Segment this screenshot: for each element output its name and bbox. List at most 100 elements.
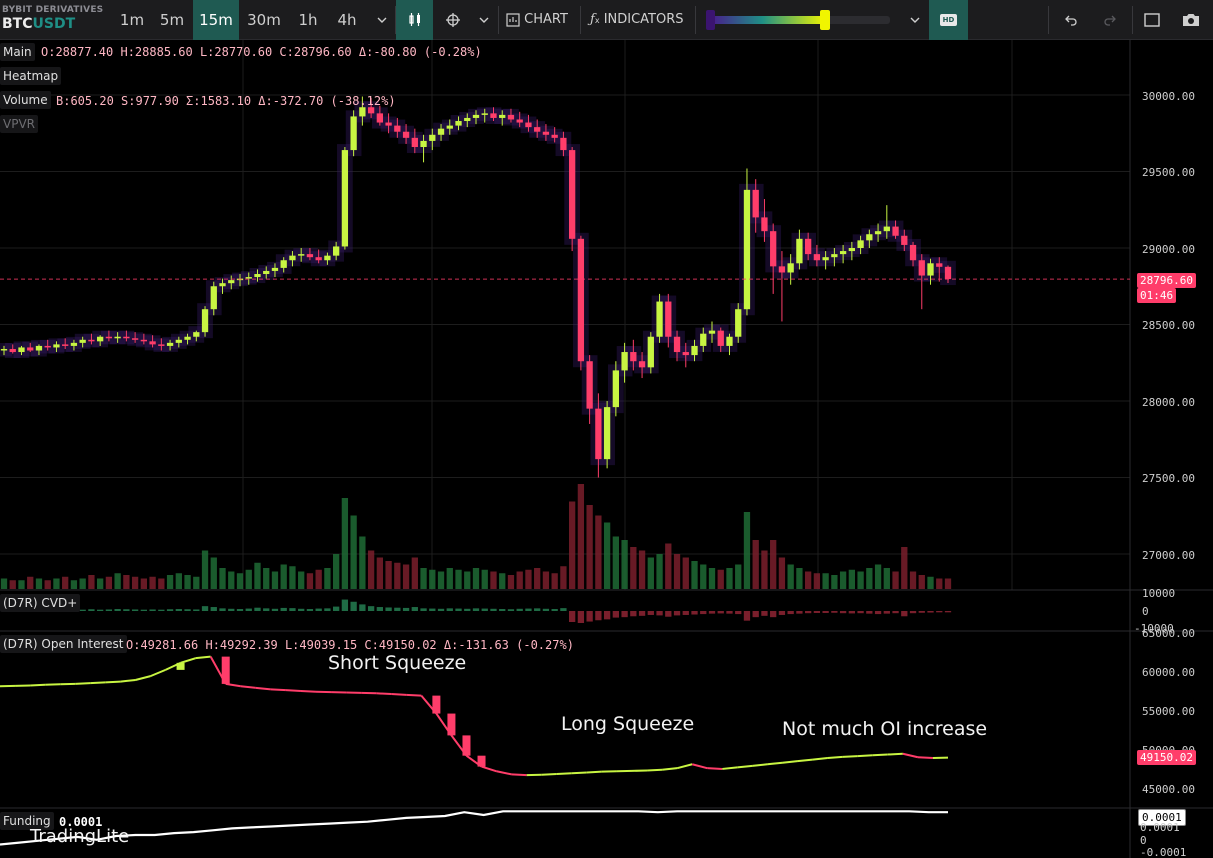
indicators-button[interactable]: ƒx INDICATORS: [590, 12, 684, 27]
timeframe-1h[interactable]: 1h: [298, 11, 318, 29]
candle-body: [245, 277, 252, 279]
top-toolbar: BYBIT DERIVATIVES BTCUSDT 1m 5m 15m 30m …: [0, 0, 1213, 40]
heatmap-tag[interactable]: Heatmap: [0, 67, 62, 85]
oi-tag[interactable]: (D7R) Open Interest: [0, 635, 127, 653]
heatmap-range-slider[interactable]: [706, 9, 891, 31]
crosshair-chevron-icon[interactable]: [474, 0, 494, 40]
cvd-bar: [315, 608, 322, 611]
volume-bar: [263, 568, 270, 589]
cvd-bar: [437, 608, 445, 611]
candle-body: [140, 339, 147, 342]
volume-bar: [271, 571, 279, 589]
price-tick-28500: 28500.00: [1142, 319, 1195, 332]
candle-body: [420, 140, 427, 148]
cvd-bar: [402, 607, 410, 611]
oi-candle: [432, 695, 441, 714]
redo-icon[interactable]: [1099, 0, 1121, 40]
oi-ohlc: O:49281.66 H:49292.39 L:49039.15 C:49150…: [126, 638, 574, 652]
oi-line-segment: [707, 767, 723, 770]
candle-body: [193, 332, 200, 337]
timeframe-5m[interactable]: 5m: [159, 11, 185, 29]
price-tick-27000: 27000.00: [1142, 549, 1195, 562]
candle-body: [114, 336, 121, 339]
oi-tick-45000: 45000.00: [1142, 783, 1195, 796]
volume-bar: [691, 561, 698, 589]
chart-button-label: CHART: [524, 12, 568, 27]
candle-body: [490, 113, 497, 118]
cvd-bar: [770, 611, 777, 618]
candle-body: [778, 266, 786, 273]
main-tag[interactable]: Main: [0, 43, 35, 61]
candle-body: [464, 117, 471, 122]
fullscreen-icon[interactable]: [1141, 0, 1163, 40]
funding-line: [0, 810, 948, 846]
timeframe-4h[interactable]: 4h: [337, 11, 357, 29]
slider-chevron-icon[interactable]: [905, 0, 925, 40]
cvd-bar: [612, 611, 619, 618]
funding-tag[interactable]: Funding: [0, 812, 54, 830]
price-tick-30000: 30000.00: [1142, 90, 1195, 103]
candle-body: [534, 127, 541, 132]
timeframe-more-chevron-icon[interactable]: [370, 0, 394, 40]
candle-body: [883, 226, 890, 232]
volume-tag[interactable]: Volume: [0, 91, 51, 109]
cvd-bar: [245, 608, 252, 611]
hd-toggle[interactable]: HD: [929, 0, 968, 40]
candle-body: [367, 107, 375, 114]
symbol-selector[interactable]: BYBIT DERIVATIVES BTCUSDT: [2, 5, 103, 32]
oi-line-segment: [285, 689, 302, 692]
cvd-tag[interactable]: (D7R) CVD+: [0, 594, 81, 612]
slider-left-handle[interactable]: [706, 10, 715, 30]
oi-line-segment: [420, 694, 438, 715]
volume-bar: [184, 575, 191, 589]
oi-tick-60000: 60000.00: [1142, 666, 1195, 679]
candle-body: [839, 251, 847, 255]
vpvr-tag[interactable]: VPVR: [0, 115, 38, 133]
funding-value: 0.0001: [59, 815, 103, 829]
cvd-bar: [595, 611, 602, 621]
cvd-bar: [726, 611, 733, 614]
volume-bar: [944, 578, 952, 589]
candle-body: [201, 309, 209, 333]
candle-body: [551, 134, 558, 138]
volume-bar: [402, 564, 410, 589]
cvd-bar: [796, 611, 803, 614]
volume-bar: [18, 580, 25, 589]
cvd-bar: [341, 599, 349, 611]
chart-canvas[interactable]: [0, 40, 1213, 858]
candlestick-icon[interactable]: [396, 0, 433, 40]
candle-body: [866, 234, 873, 241]
candle-body: [123, 336, 130, 339]
cvd-bar: [525, 608, 532, 611]
volume-bar: [254, 562, 261, 589]
volume-bar: [778, 557, 786, 589]
candle-body: [437, 128, 445, 135]
oi-line-segment: [180, 657, 196, 664]
cvd-bar: [805, 611, 812, 614]
oi-line-segment: [481, 765, 497, 773]
chart-area[interactable]: Main O:28877.40 H:28885.60 L:28770.60 C:…: [0, 40, 1213, 858]
chart-button[interactable]: CHART: [506, 0, 576, 40]
candle-body: [79, 339, 86, 343]
crosshair-icon[interactable]: [441, 0, 465, 40]
volume-bar: [341, 498, 349, 589]
oi-line-segment: [435, 712, 453, 736]
cvd-bar: [918, 611, 925, 613]
timeframe-1m[interactable]: 1m: [119, 11, 145, 29]
oi-line-segment: [872, 753, 888, 757]
camera-icon[interactable]: [1180, 0, 1202, 40]
timeframe-15m[interactable]: 15m: [193, 0, 239, 40]
base-currency: BTC: [2, 16, 33, 32]
oi-line-segment: [691, 763, 708, 770]
timeframe-30m[interactable]: 30m: [247, 11, 281, 29]
candle-body: [175, 339, 182, 343]
volume-bar: [813, 573, 821, 589]
oi-candle: [462, 735, 471, 756]
undo-icon[interactable]: [1060, 0, 1082, 40]
slider-right-handle[interactable]: [820, 10, 830, 30]
oi-tick-65000: 65000.00: [1142, 627, 1195, 640]
cvd-bar: [909, 611, 917, 614]
cvd-bar: [359, 604, 366, 611]
oi-line-segment: [887, 752, 903, 756]
cvd-bar: [603, 611, 611, 620]
